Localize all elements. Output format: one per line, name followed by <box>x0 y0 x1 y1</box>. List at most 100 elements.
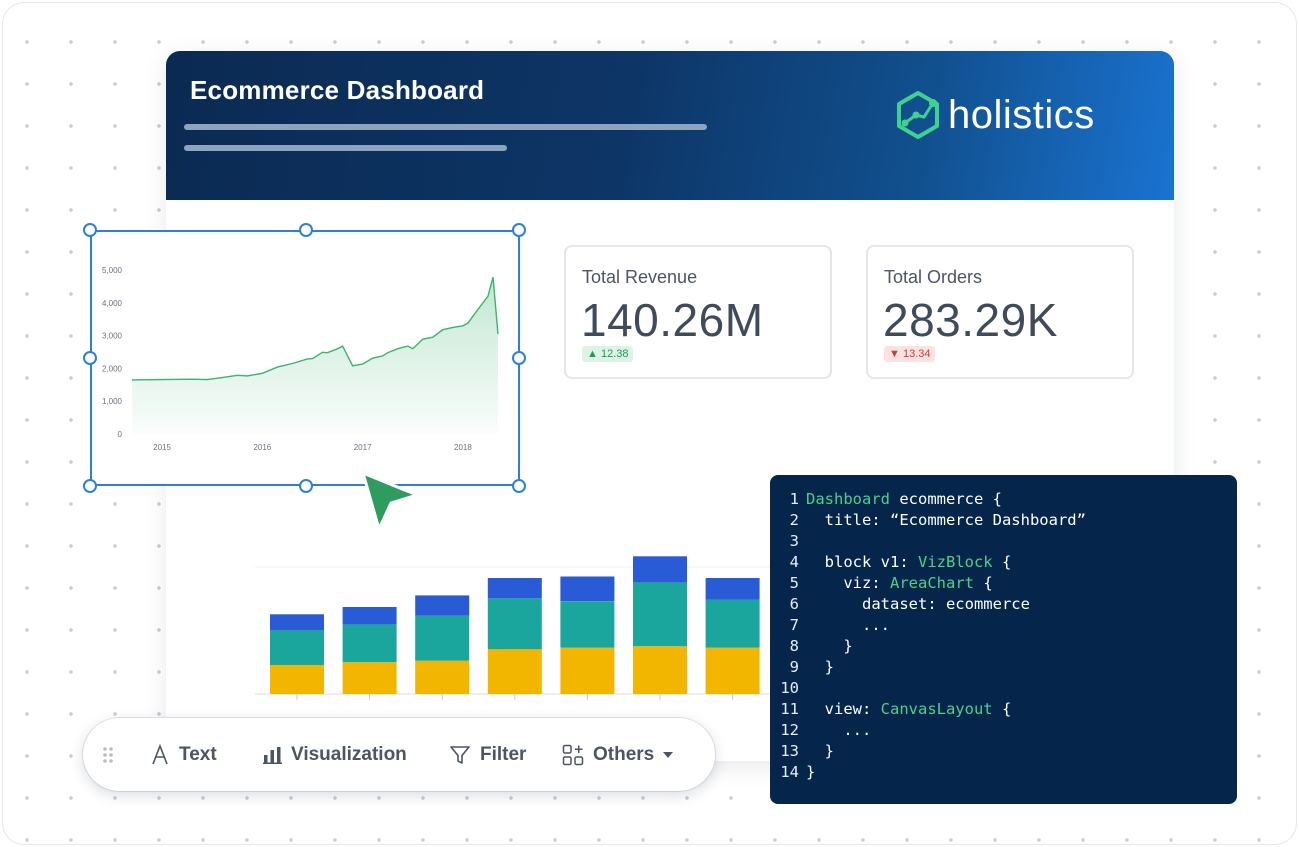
bar-segment-blue[interactable] <box>705 578 760 600</box>
code-content: ... <box>806 615 890 636</box>
code-editor-panel[interactable]: 1 Dashboard ecommerce {2 title: “Ecommerc… <box>770 475 1237 804</box>
area-fill <box>132 277 498 434</box>
line-number: 6 <box>789 595 799 613</box>
code-keyword: AreaChart <box>890 574 974 592</box>
holistics-hexagon-icon <box>897 91 939 139</box>
toolbar-filter-label: Filter <box>480 743 527 765</box>
code-text: block v1: <box>806 553 918 571</box>
code-line[interactable]: 10 <box>770 678 1237 699</box>
kpi-label: Total Orders <box>884 267 983 287</box>
bar-segment-blue[interactable] <box>633 556 687 583</box>
bar-segment-teal[interactable] <box>487 598 542 650</box>
code-line[interactable]: 1 Dashboard ecommerce { <box>770 489 1237 510</box>
code-line[interactable]: 5 viz: AreaChart { <box>770 573 1237 594</box>
dashboard-title: Ecommerce Dashboard <box>190 75 485 105</box>
bar-segment-yellow[interactable] <box>342 662 397 694</box>
code-content: title: “Ecommerce Dashboard” <box>806 510 1086 531</box>
x-tick-label: 2017 <box>354 443 372 452</box>
resize-handle-bottom[interactable] <box>299 479 313 493</box>
resize-handle-right[interactable] <box>512 351 526 365</box>
toolbar-visualization-button[interactable]: Visualization <box>263 718 407 791</box>
line-number: 13 <box>780 742 799 760</box>
code-line[interactable]: 2 title: “Ecommerce Dashboard” <box>770 510 1237 531</box>
line-number: 7 <box>789 616 799 634</box>
toolbar-text-button[interactable]: Text <box>150 718 217 791</box>
bar-segment-yellow[interactable] <box>633 646 687 694</box>
toolbar-visualization-label: Visualization <box>291 743 407 765</box>
code-text: } <box>806 763 816 781</box>
x-tick-label: 2016 <box>253 443 271 452</box>
code-content: block v1: VizBlock { <box>806 552 1012 573</box>
bar-segment-yellow[interactable] <box>487 649 542 694</box>
code-line[interactable]: 9 } <box>770 657 1237 678</box>
code-text: } <box>806 742 834 760</box>
bar-segment-teal[interactable] <box>342 624 397 663</box>
bar-segment-blue[interactable] <box>560 576 615 602</box>
area-chart-widget[interactable]: 0 1,000 2,000 3,000 4,000 5,000 2015 2016 2017 20… <box>90 230 520 486</box>
code-line[interactable]: 14} <box>770 762 1237 783</box>
code-keyword: CanvasLayout <box>880 700 993 718</box>
bar-segment-teal[interactable] <box>560 601 615 648</box>
bar-segment-yellow[interactable] <box>415 660 470 694</box>
drag-handle-icon[interactable] <box>102 746 114 764</box>
bar-segment-yellow[interactable] <box>705 647 760 694</box>
area-line <box>131 277 499 381</box>
line-number: 12 <box>780 721 799 739</box>
line-number: 2 <box>789 511 799 529</box>
code-line[interactable]: 3 <box>770 531 1237 552</box>
line-number: 4 <box>789 553 799 571</box>
toolbar-text-label: Text <box>179 743 217 765</box>
resize-handle-top[interactable] <box>299 223 313 237</box>
code-line[interactable]: 6 dataset: ecommerce <box>770 594 1237 615</box>
code-line[interactable]: 8 } <box>770 636 1237 657</box>
bar-segment-teal[interactable] <box>415 615 470 661</box>
arrow-down-icon: ▼ <box>889 348 900 360</box>
bar-segment-teal[interactable] <box>705 599 760 648</box>
code-content: } <box>806 762 815 783</box>
area-chart: 0 1,000 2,000 3,000 4,000 5,000 2015 2016 2017 20… <box>102 266 499 452</box>
resize-handle-bottom-right[interactable] <box>512 479 526 493</box>
kpi-card-total-revenue[interactable]: Total Revenue 140.26M ▲ 12.38 <box>564 245 832 379</box>
bar-segment-teal[interactable] <box>270 630 324 665</box>
grid-add-icon <box>562 744 584 765</box>
bar-segment-blue[interactable] <box>342 607 397 625</box>
bar-segment-blue[interactable] <box>270 614 324 631</box>
code-line[interactable]: 13 } <box>770 741 1237 762</box>
code-text: } <box>806 637 853 655</box>
line-number: 8 <box>789 637 799 655</box>
code-text: { <box>992 553 1012 571</box>
kpi-label: Total Revenue <box>582 267 698 287</box>
bar-segment-yellow[interactable] <box>270 665 324 694</box>
code-line[interactable]: 4 block v1: VizBlock { <box>770 552 1237 573</box>
line-number: 5 <box>789 574 799 592</box>
x-tick-label: 2015 <box>153 443 171 452</box>
stacked-bar-chart[interactable] <box>253 543 773 708</box>
caret-down-icon <box>663 751 674 758</box>
bar-segment-teal[interactable] <box>633 582 687 647</box>
line-number: 10 <box>780 679 799 697</box>
kpi-delta-badge: ▲ 12.38 <box>582 346 634 362</box>
resize-handle-top-left[interactable] <box>83 223 97 237</box>
toolbar-others-button[interactable]: Others <box>562 718 674 791</box>
code-line[interactable]: 11 view: CanvasLayout { <box>770 699 1237 720</box>
code-text: viz: <box>806 574 890 592</box>
bar-segment-yellow[interactable] <box>560 647 615 694</box>
resize-handle-left[interactable] <box>83 351 97 365</box>
code-text: { <box>992 700 1012 718</box>
code-keyword: Dashboard <box>806 490 890 508</box>
bar-segment-blue[interactable] <box>487 578 542 599</box>
kpi-card-total-orders[interactable]: Total Orders 283.29K ▼ 13.34 <box>866 245 1134 379</box>
bar-segment-blue[interactable] <box>415 595 470 616</box>
kpi-value: 140.26M <box>581 294 764 346</box>
dashboard-header: Ecommerce Dashboard holistics <box>166 51 1174 200</box>
toolbar-filter-button[interactable]: Filter <box>449 718 526 791</box>
x-tick-label: 2018 <box>454 443 472 452</box>
code-text: view: <box>806 700 881 718</box>
code-content: dataset: ecommerce <box>806 594 1030 615</box>
resize-handle-top-right[interactable] <box>512 223 526 237</box>
code-line[interactable]: 12 ... <box>770 720 1237 741</box>
resize-handle-bottom-left[interactable] <box>83 479 97 493</box>
cursor-arrow-icon <box>361 471 419 531</box>
code-line[interactable]: 7 ... <box>770 615 1237 636</box>
kpi-value: 283.29K <box>883 294 1058 346</box>
